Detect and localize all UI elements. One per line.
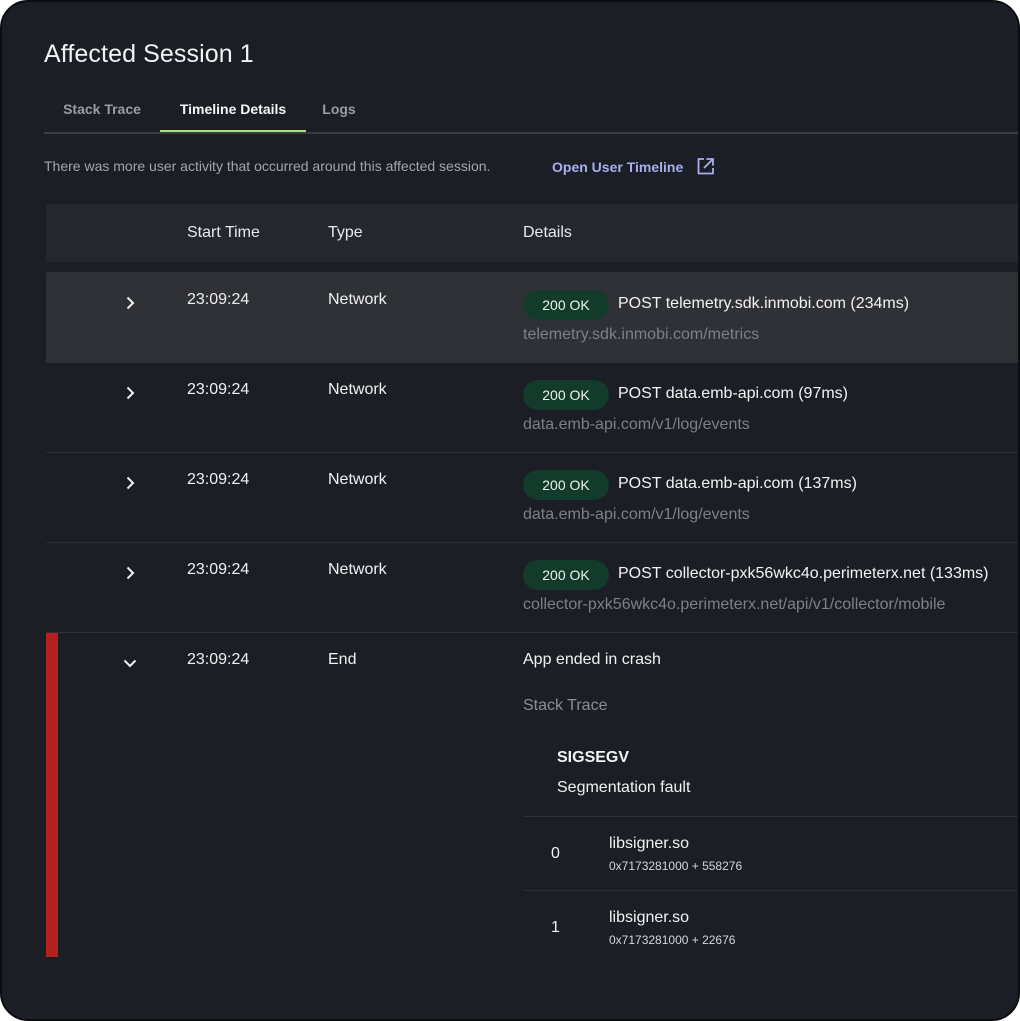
header-type: Type [328,224,363,241]
chevron-right-icon[interactable] [122,295,138,311]
row-request: POST data.emb-api.com (97ms) [618,385,849,402]
row-url: telemetry.sdk.inmobi.com/metrics [523,326,760,343]
crash-row[interactable]: 23:09:24 End App ended in crash Stack Tr… [46,632,1018,957]
row-request: POST data.emb-api.com (137ms) [618,475,857,492]
frame-index: 0 [551,845,560,862]
row-type: Network [328,381,387,398]
table-row[interactable]: 23:09:24 Network 200 OK POST collector-p… [46,542,1018,632]
status-badge: 200 OK [523,290,609,320]
row-request: POST telemetry.sdk.inmobi.com (234ms) [618,295,910,312]
chevron-right-icon[interactable] [122,385,138,401]
chevron-right-icon[interactable] [122,565,138,581]
row-url: data.emb-api.com/v1/log/events [523,506,750,523]
stack-frame: 1 libsigner.so 0x7173281000 + 22676 [523,890,1018,965]
crash-signal: SIGSEGV [557,749,630,766]
external-link-icon [697,158,715,175]
header-details: Details [523,224,572,241]
activity-info-text: There was more user activity that occurr… [44,158,491,174]
frame-address: 0x7173281000 + 558276 [609,859,743,873]
row-start-time: 23:09:24 [187,381,250,398]
tab-logs[interactable]: Logs [322,101,356,117]
crash-message: App ended in crash [523,651,661,668]
row-request: POST collector-pxk56wkc4o.perimeterx.net… [618,565,989,582]
row-url: data.emb-api.com/v1/log/events [523,416,750,433]
row-start-time: 23:09:24 [187,291,250,308]
stack-trace-label: Stack Trace [523,697,608,714]
open-user-timeline-link[interactable]: Open User Timeline [552,157,715,176]
row-start-time: 23:09:24 [187,561,250,578]
frame-library: libsigner.so [609,909,690,926]
crash-indicator-bar [46,633,58,957]
frame-index: 1 [551,919,560,936]
timeline-table: Start Time Type Details 23:09:24 Network… [46,204,1018,957]
row-type: Network [328,291,387,308]
table-header: Start Time Type Details [46,204,1018,262]
crash-start-time: 23:09:24 [187,651,250,668]
row-type: Network [328,471,387,488]
status-badge: 200 OK [523,560,609,590]
row-type: Network [328,561,387,578]
table-row[interactable]: 23:09:24 Network 200 OK POST data.emb-ap… [46,362,1018,452]
page-title: Affected Session 1 [44,40,254,68]
header-start-time: Start Time [187,224,260,241]
frame-address: 0x7173281000 + 22676 [609,933,736,947]
row-url: collector-pxk56wkc4o.perimeterx.net/api/… [523,596,946,613]
chevron-right-icon[interactable] [122,475,138,491]
tab-stack-trace[interactable]: Stack Trace [63,101,141,117]
frame-library: libsigner.so [609,835,690,852]
stack-frame-list: 0 libsigner.so 0x7173281000 + 558276 1 l… [523,816,1018,957]
crash-signal-description: Segmentation fault [557,779,691,796]
tab-timeline-details[interactable]: Timeline Details [160,90,306,132]
open-user-timeline-label: Open User Timeline [552,158,684,175]
tab-bar: Stack Trace Timeline Details Logs [44,90,1018,134]
table-row[interactable]: 23:09:24 Network 200 OK POST telemetry.s… [46,272,1018,362]
row-start-time: 23:09:24 [187,471,250,488]
stack-frame: 0 libsigner.so 0x7173281000 + 558276 [523,816,1018,891]
crash-type: End [328,651,357,668]
status-badge: 200 OK [523,380,609,410]
status-badge: 200 OK [523,470,609,500]
chevron-down-icon[interactable] [122,655,138,671]
table-row[interactable]: 23:09:24 Network 200 OK POST data.emb-ap… [46,452,1018,542]
